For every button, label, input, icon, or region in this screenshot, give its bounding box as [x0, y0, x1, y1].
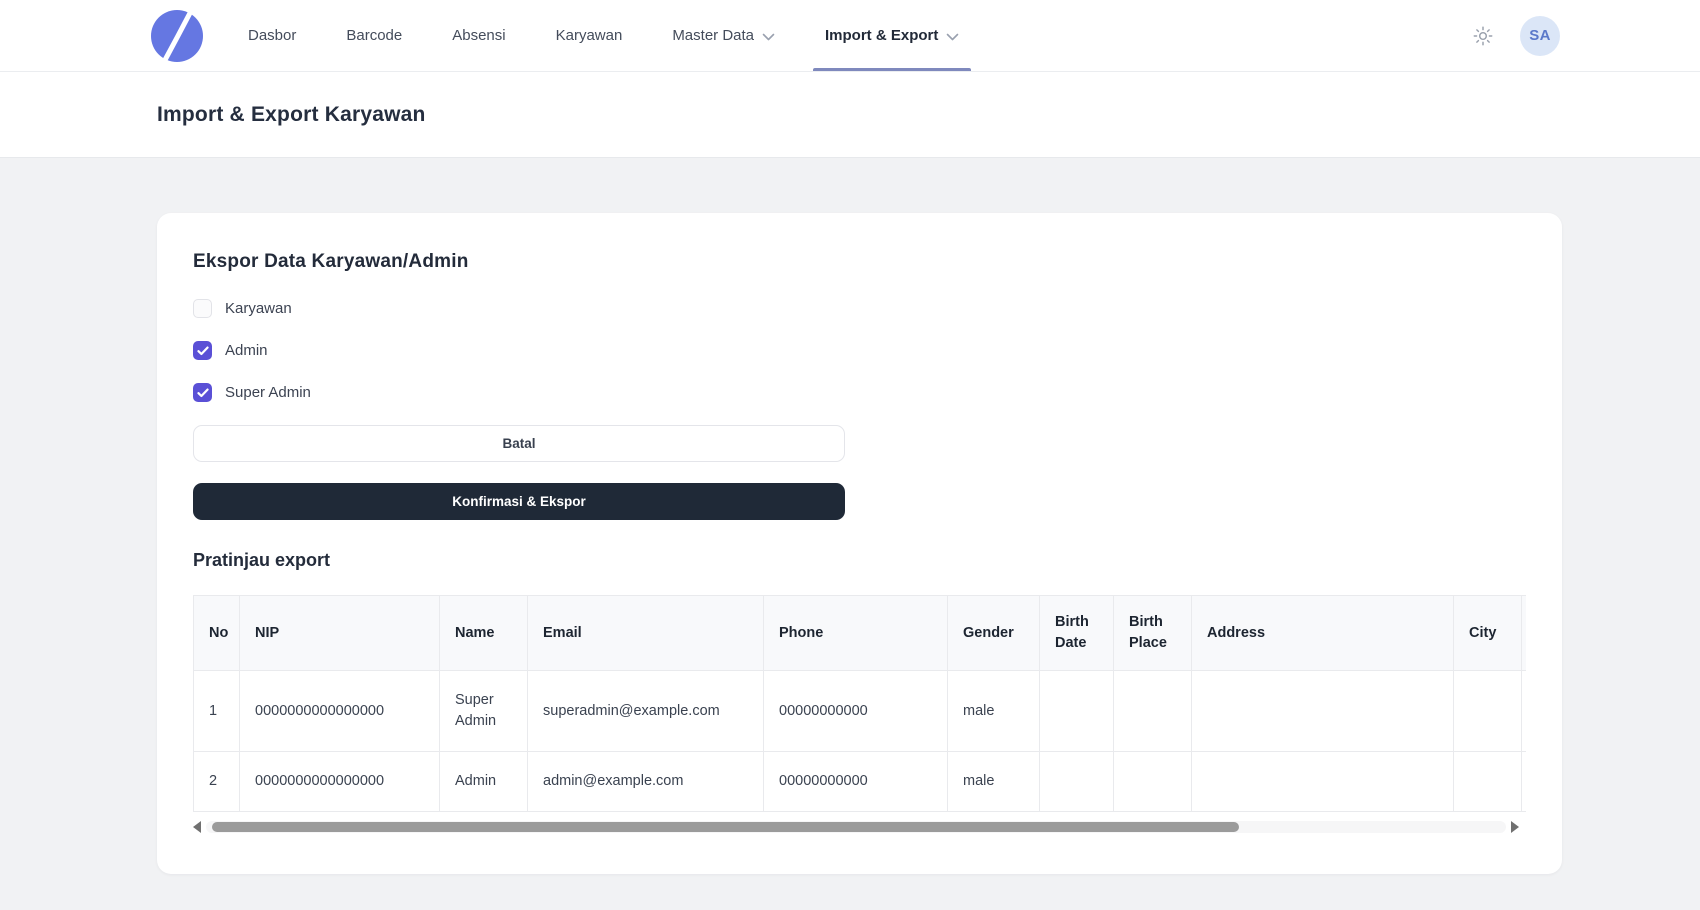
scroll-right-arrow-icon[interactable]	[1511, 821, 1519, 833]
table-cell-overflow	[1521, 751, 1526, 812]
column-header-email: Email	[527, 595, 764, 671]
table-cell: male	[947, 670, 1040, 752]
nav-item-import-export[interactable]: Import & Export	[812, 0, 972, 71]
table-cell: 00000000000	[763, 751, 948, 812]
table-cell: 2	[193, 751, 240, 812]
checkbox-super-admin[interactable]: Super Admin	[193, 383, 311, 402]
page-header: Import & Export Karyawan	[0, 72, 1700, 158]
checkbox-karyawan[interactable]: Karyawan	[193, 299, 292, 318]
table-cell	[1113, 670, 1192, 752]
nav-item-barcode[interactable]: Barcode	[346, 0, 402, 71]
table-cell: 0000000000000000	[239, 751, 440, 812]
column-header-no: No	[193, 595, 240, 671]
scroll-left-arrow-icon[interactable]	[193, 821, 201, 833]
preview-table-scroll-area[interactable]: No NIP Name Email Phone Gender Birth Date Birth…	[193, 595, 1526, 812]
nav-item-karyawan[interactable]: Karyawan	[556, 0, 623, 71]
column-header-birth-place: Birth Place	[1113, 595, 1192, 671]
preview-table: No NIP Name Email Phone Gender Birth Date Birth…	[193, 595, 1526, 812]
main-nav: Dasbor Barcode Absensi Karyawan Master Data I…	[248, 0, 972, 71]
nav-item-label: Barcode	[346, 27, 403, 44]
nav-item-label: Import & Export	[825, 27, 939, 44]
column-header-birth-date: Birth Date	[1039, 595, 1114, 671]
column-header-gender: Gender	[947, 595, 1040, 671]
chevron-down-icon	[762, 33, 775, 41]
preview-heading: Pratinjau export	[193, 550, 331, 570]
nav-item-label: Karyawan	[555, 27, 623, 44]
checked-checkbox-icon[interactable]	[193, 341, 212, 360]
page-title: Import & Export Karyawan	[157, 102, 426, 126]
table-cell: male	[947, 751, 1040, 812]
table-cell	[1039, 670, 1114, 752]
table-header-row: No NIP Name Email Phone Gender Birth Date Birth…	[193, 595, 1526, 671]
app-logo[interactable]	[150, 9, 204, 63]
export-card: Ekspor Data Karyawan/Admin Karyawan Admin…	[157, 213, 1562, 874]
navbar: Dasbor Barcode Absensi Karyawan Master Data I…	[0, 0, 1700, 72]
nav-item-master-data[interactable]: Master Data	[672, 0, 775, 71]
table-cell: 00000000000	[763, 670, 948, 752]
column-header-address: Address	[1191, 595, 1454, 671]
table-cell: superadmin@example.com	[527, 670, 764, 752]
unchecked-checkbox-icon[interactable]	[193, 299, 212, 318]
table-cell-overflow	[1521, 670, 1526, 752]
sun-icon	[1472, 25, 1494, 47]
nav-item-absensi[interactable]: Absensi	[452, 0, 505, 71]
table-row: 1 0000000000000000 Super Admin superadmin@e…	[193, 670, 1526, 752]
column-header-name: Name	[439, 595, 528, 671]
export-options: Karyawan Admin Super Admin	[193, 299, 1526, 402]
main-content: Ekspor Data Karyawan/Admin Karyawan Admin…	[0, 158, 1700, 874]
checkbox-label: Karyawan	[225, 300, 292, 317]
theme-toggle-button[interactable]	[1472, 25, 1494, 47]
avatar[interactable]: SA	[1520, 15, 1560, 56]
table-cell	[1191, 670, 1454, 752]
checkbox-label: Super Admin	[225, 384, 311, 401]
table-cell	[1453, 670, 1522, 752]
table-cell: Admin	[439, 751, 528, 812]
column-header-overflow	[1521, 595, 1526, 671]
table-cell: Super Admin	[439, 670, 528, 752]
checkbox-admin[interactable]: Admin	[193, 341, 268, 360]
navbar-right: SA	[1472, 15, 1560, 56]
column-header-nip: NIP	[239, 595, 440, 671]
export-heading: Ekspor Data Karyawan/Admin	[193, 251, 469, 272]
table-cell	[1191, 751, 1454, 812]
horizontal-scrollbar	[193, 820, 1519, 834]
table-cell: 0000000000000000	[239, 670, 440, 752]
nav-item-dasbor[interactable]: Dasbor	[248, 0, 296, 71]
table-cell	[1039, 751, 1114, 812]
confirm-export-button[interactable]: Konfirmasi & Ekspor	[193, 483, 845, 520]
column-header-city: City	[1453, 595, 1522, 671]
table-cell: 1	[193, 670, 240, 752]
nav-item-label: Dasbor	[248, 27, 297, 44]
cancel-button[interactable]: Batal	[193, 425, 845, 462]
table-row: 2 0000000000000000 Admin admin@example.com 0…	[193, 751, 1526, 812]
nav-item-label: Absensi	[452, 27, 506, 44]
checkbox-label: Admin	[225, 342, 268, 359]
column-header-phone: Phone	[763, 595, 948, 671]
checked-checkbox-icon[interactable]	[193, 383, 212, 402]
nav-item-label: Master Data	[672, 27, 755, 44]
table-cell	[1113, 751, 1192, 812]
logo-icon	[150, 9, 204, 63]
chevron-down-icon	[946, 33, 959, 41]
scrollbar-track[interactable]	[206, 821, 1506, 833]
scrollbar-thumb[interactable]	[212, 822, 1239, 832]
table-cell: admin@example.com	[527, 751, 764, 812]
table-cell	[1453, 751, 1522, 812]
